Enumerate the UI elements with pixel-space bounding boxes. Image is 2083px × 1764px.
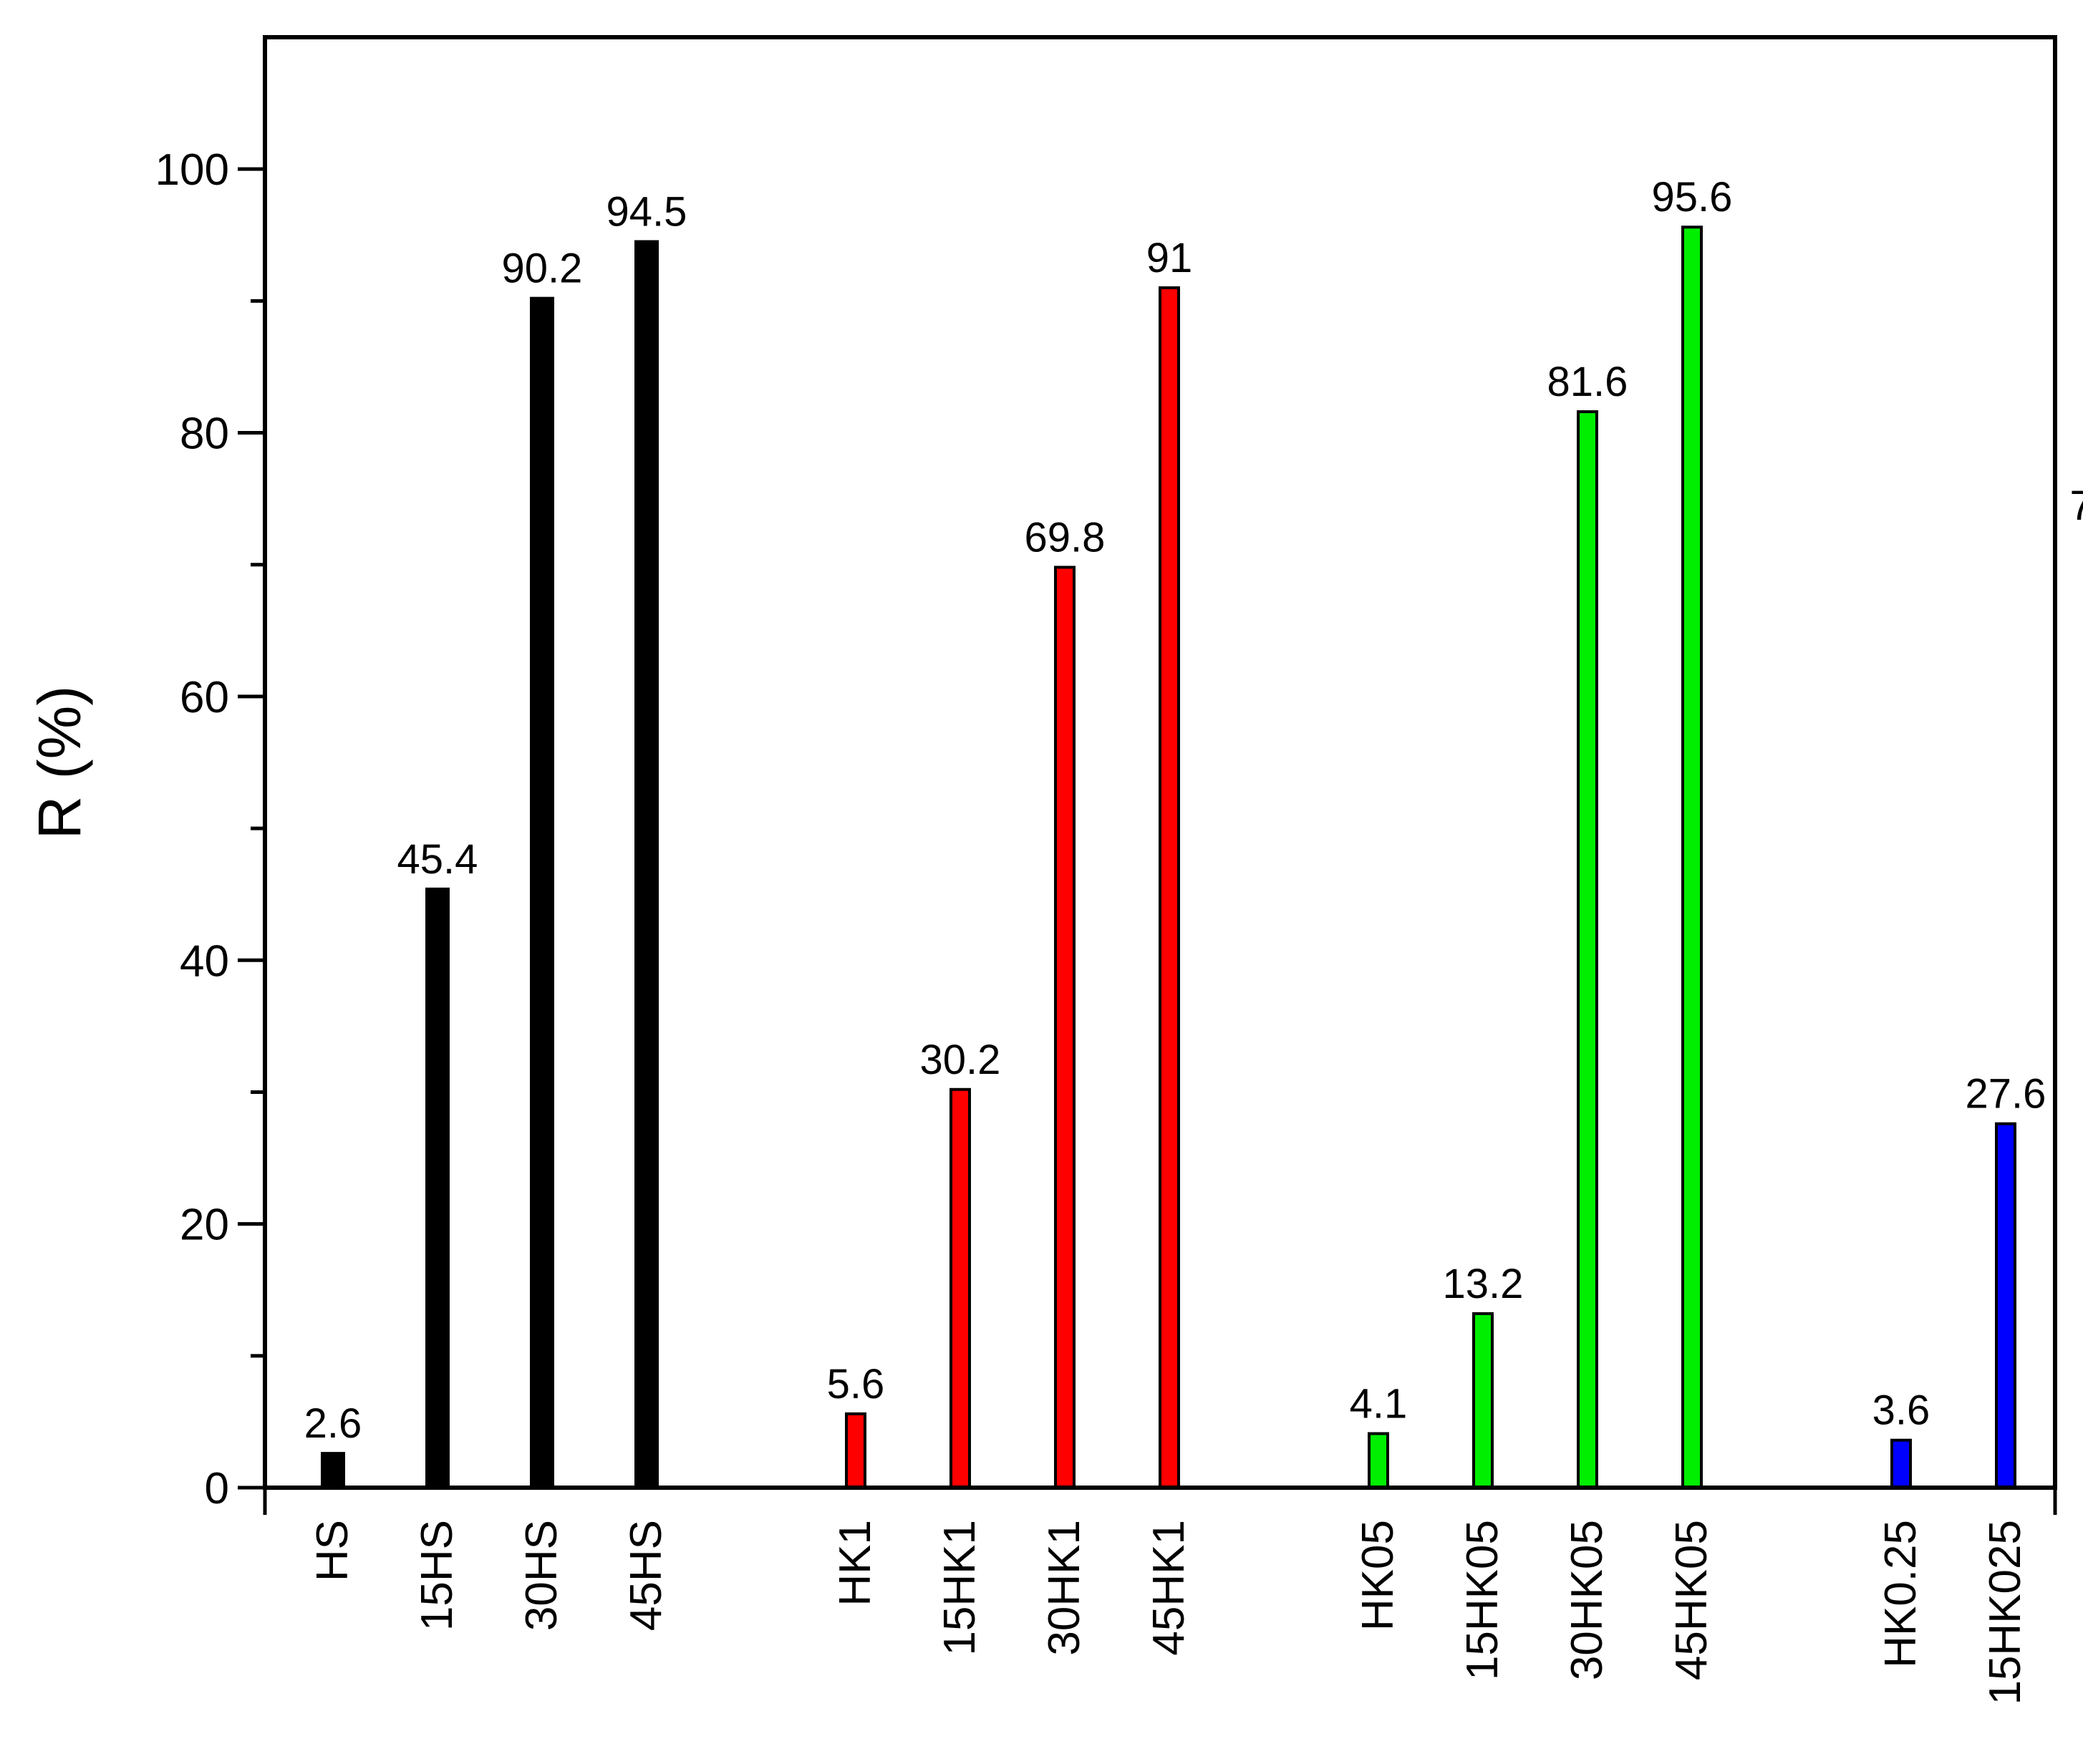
- category-label: HK1: [831, 1520, 880, 1606]
- bar-value-label: 5.6: [827, 1361, 885, 1407]
- bar-value-label: 95.6: [1652, 174, 1733, 220]
- bar-value-label: 72.2: [2070, 483, 2083, 529]
- bar-value-label: 2.6: [304, 1400, 362, 1447]
- category-label: 15HK05: [1458, 1520, 1507, 1680]
- bar-value-label: 45.4: [397, 836, 478, 883]
- bar-value-label: 81.6: [1547, 359, 1628, 405]
- bar: [1472, 1312, 1494, 1489]
- data-labels: 2.6 45.4 90.2 94.5 5.6 30.2 69.8 91 4.1 13.2 81.6 9…: [304, 174, 2083, 1447]
- bar: [530, 296, 554, 1489]
- y-axis-ticks: 0 20 40 60 80 100: [155, 145, 265, 1513]
- bar: [1368, 1432, 1389, 1490]
- bar: [949, 1087, 971, 1489]
- bar-value-label: 91: [1146, 235, 1193, 281]
- y-axis-title: R (%): [26, 686, 93, 840]
- bar: [321, 1452, 345, 1489]
- y-tick-label: 80: [180, 410, 229, 459]
- bar-value-label: 30.2: [920, 1037, 1001, 1083]
- category-label: 15HS: [412, 1520, 462, 1631]
- category-label: 45HK05: [1667, 1520, 1716, 1680]
- bar-value-label: 3.6: [1872, 1387, 1930, 1434]
- x-axis-ticks: [263, 1488, 2057, 1515]
- bar: [1054, 566, 1076, 1489]
- bar-value-label: 94.5: [606, 188, 687, 235]
- y-tick-label: 100: [155, 145, 229, 195]
- category-label: 30HK1: [1040, 1520, 1089, 1656]
- category-label: 15HK025: [1981, 1520, 2030, 1705]
- bar: [1681, 226, 1703, 1490]
- bar-value-label: 13.2: [1443, 1261, 1524, 1307]
- y-tick-label: 0: [205, 1464, 229, 1513]
- category-label: 45HK1: [1144, 1520, 1194, 1656]
- y-tick-label: 20: [180, 1201, 229, 1250]
- category-label: 45HS: [622, 1520, 671, 1631]
- bar: [634, 240, 659, 1489]
- bar-value-label: 27.6: [1966, 1071, 2046, 1118]
- y-tick-label: 60: [180, 673, 229, 722]
- category-label: HK0.25: [1876, 1520, 1925, 1668]
- y-tick-label: 40: [180, 936, 229, 986]
- bar-value-label: 4.1: [1350, 1380, 1408, 1427]
- plot-frame: [263, 35, 2057, 1490]
- category-label: HK05: [1353, 1520, 1403, 1631]
- bar: [1995, 1122, 2016, 1490]
- bar: [1159, 286, 1180, 1490]
- category-label: HS: [308, 1520, 357, 1581]
- category-label: 30HS: [517, 1520, 566, 1631]
- bar: [425, 887, 450, 1489]
- bar: [845, 1412, 866, 1489]
- bar: [1577, 410, 1598, 1489]
- bar: [1890, 1438, 1912, 1490]
- bar-value-label: 90.2: [502, 246, 583, 292]
- bars: [321, 226, 2016, 1490]
- category-label: 15HK1: [935, 1520, 985, 1656]
- category-labels: HS 15HS 30HS 45HS HK1 15HK1 30HK1 45HK1 HK05 15HK…: [308, 1520, 2030, 1705]
- category-label: 30HK05: [1562, 1520, 1612, 1680]
- bar-value-label: 69.8: [1025, 514, 1106, 561]
